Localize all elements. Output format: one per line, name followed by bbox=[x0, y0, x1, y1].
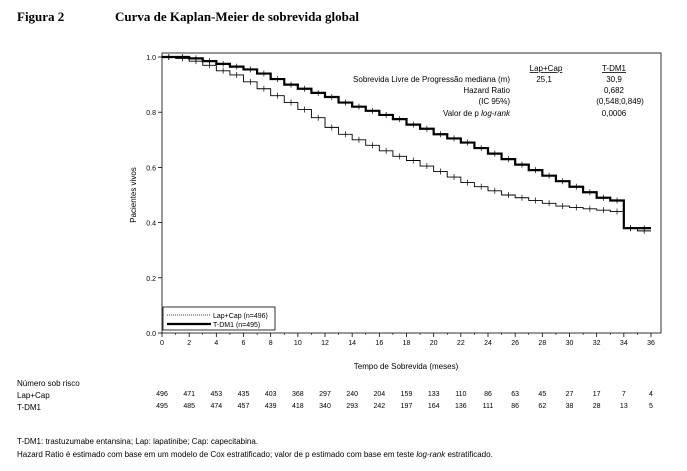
x-tick-label: 24 bbox=[484, 340, 492, 347]
risk-value: 136 bbox=[454, 403, 467, 410]
x-axis-label: Tempo de Sobrevida (meses) bbox=[354, 362, 459, 371]
stats-row-tdm1: 0,0006 bbox=[602, 109, 627, 118]
chart-legend: Lap+Cap (n=496) T-DM1 (n=495) bbox=[162, 306, 276, 331]
risk-value: 27 bbox=[565, 391, 574, 398]
y-tick-label: 0.0 bbox=[146, 331, 156, 338]
y-tick-label: 0.2 bbox=[146, 276, 156, 283]
stats-row-tdm1: 0,682 bbox=[604, 86, 625, 95]
risk-value: 86 bbox=[484, 391, 492, 398]
x-tick-label: 20 bbox=[430, 340, 438, 347]
risk-value: 38 bbox=[565, 403, 574, 410]
y-tick-label: 0.8 bbox=[146, 110, 156, 117]
figure-title: Curva de Kaplan-Meier de sobrevida globa… bbox=[115, 9, 359, 24]
risk-value: 340 bbox=[319, 403, 331, 410]
risk-value: 368 bbox=[291, 391, 304, 398]
figure-label: Figura 2 bbox=[17, 9, 65, 24]
stats-row-tdm1: (0,548;0,849) bbox=[596, 97, 644, 106]
x-tick-label: 0 bbox=[160, 340, 164, 347]
plot-frame bbox=[161, 52, 662, 334]
risk-value: 133 bbox=[427, 391, 440, 398]
x-tick-label: 14 bbox=[348, 340, 356, 347]
y-tick-label: 0.4 bbox=[146, 221, 156, 228]
x-tick-label: 30 bbox=[566, 340, 574, 347]
risk-value: 242 bbox=[373, 403, 386, 410]
risk-value: 403 bbox=[264, 391, 277, 398]
stats-row-label: (IC 95%) bbox=[478, 97, 510, 106]
risk-value: 17 bbox=[592, 391, 601, 398]
x-tick-label: 8 bbox=[269, 340, 273, 347]
stats-row-label: Valor de p log-rank bbox=[443, 109, 511, 118]
y-tick-label: 1.0 bbox=[146, 55, 156, 62]
footnote-2: Hazard Ratio é estimado com base em um m… bbox=[17, 450, 493, 459]
risk-value: 5 bbox=[649, 403, 653, 410]
risk-value: 4 bbox=[649, 391, 653, 398]
risk-value: 45 bbox=[538, 391, 547, 398]
x-tick-label: 4 bbox=[214, 340, 218, 347]
x-tick-label: 36 bbox=[647, 340, 655, 347]
risk-value: 418 bbox=[291, 403, 304, 410]
x-tick-label: 16 bbox=[375, 340, 383, 347]
x-tick-label: 26 bbox=[511, 340, 519, 347]
x-tick-label: 32 bbox=[593, 340, 601, 347]
series-line-lap bbox=[162, 56, 651, 232]
risk-value: 13 bbox=[619, 403, 628, 410]
x-tick-label: 12 bbox=[321, 340, 329, 347]
stats-row-label: Hazard Ratio bbox=[463, 86, 510, 95]
risk-value: 110 bbox=[455, 391, 467, 398]
stats-box: Lap+Cap T-DM1 Sobrevida Livre de Progres… bbox=[353, 64, 644, 118]
x-tick-label: 18 bbox=[403, 340, 411, 347]
risk-value: 164 bbox=[427, 403, 440, 410]
x-tick-label: 10 bbox=[294, 340, 302, 347]
risk-value: 293 bbox=[346, 403, 358, 410]
x-tick-label: 2 bbox=[187, 340, 191, 347]
y-tick-label: 0.6 bbox=[146, 165, 156, 172]
risk-value: 297 bbox=[319, 391, 331, 398]
legend-label-tdm1: T-DM1 (n=495) bbox=[213, 322, 260, 329]
risk-row-label-tdm1: T-DM1 bbox=[17, 403, 41, 412]
risk-value: 240 bbox=[346, 391, 358, 398]
stats-row-label: Sobrevida Livre de Progressão mediana (m… bbox=[353, 75, 510, 84]
x-tick-label: 28 bbox=[538, 340, 546, 347]
stats-header-lap: Lap+Cap bbox=[530, 64, 563, 73]
risk-value: 495 bbox=[156, 403, 168, 410]
risk-value: 197 bbox=[400, 403, 413, 410]
km-chart: 0 2 4 6 8 10 12 14 16 18 20 22 24 26 28 30 32 34 360.00.20… bbox=[129, 52, 662, 371]
risk-value: 435 bbox=[237, 391, 250, 398]
chart-axes: 0 2 4 6 8 10 12 14 16 18 20 22 24 26 28 30 32 34 360.00.20… bbox=[146, 52, 662, 347]
risk-value: 111 bbox=[482, 403, 494, 410]
risk-value: 453 bbox=[210, 391, 223, 398]
risk-value: 496 bbox=[156, 391, 168, 398]
risk-value: 457 bbox=[237, 403, 250, 410]
stats-row-tdm1: 30,9 bbox=[606, 75, 622, 84]
risk-value: 28 bbox=[592, 403, 601, 410]
risk-value: 204 bbox=[373, 391, 386, 398]
risk-value: 471 bbox=[183, 391, 195, 398]
risk-value: 7 bbox=[621, 391, 626, 398]
legend-label-lap: Lap+Cap (n=496) bbox=[213, 313, 268, 320]
risk-value: 63 bbox=[511, 391, 520, 398]
risk-value: 485 bbox=[183, 403, 195, 410]
stats-header-tdm1: T-DM1 bbox=[602, 64, 627, 73]
risk-value: 86 bbox=[511, 403, 520, 410]
x-tick-label: 34 bbox=[620, 340, 628, 347]
risk-row-label-lap: Lap+Cap bbox=[17, 391, 50, 400]
risk-table-title: Número sob risco bbox=[17, 379, 80, 388]
y-axis-label: Pacientes vivos bbox=[129, 167, 138, 223]
stats-row-lap: 25,1 bbox=[536, 75, 552, 84]
risk-value: 159 bbox=[400, 391, 413, 398]
footnote-1: T-DM1: trastuzumabe entansina; Lap: lapa… bbox=[17, 437, 259, 446]
risk-value: 474 bbox=[210, 403, 223, 410]
risk-value: 62 bbox=[538, 403, 547, 410]
x-tick-label: 22 bbox=[457, 340, 465, 347]
chart-series bbox=[162, 54, 651, 234]
risk-value: 439 bbox=[264, 403, 277, 410]
x-tick-label: 6 bbox=[242, 340, 246, 347]
